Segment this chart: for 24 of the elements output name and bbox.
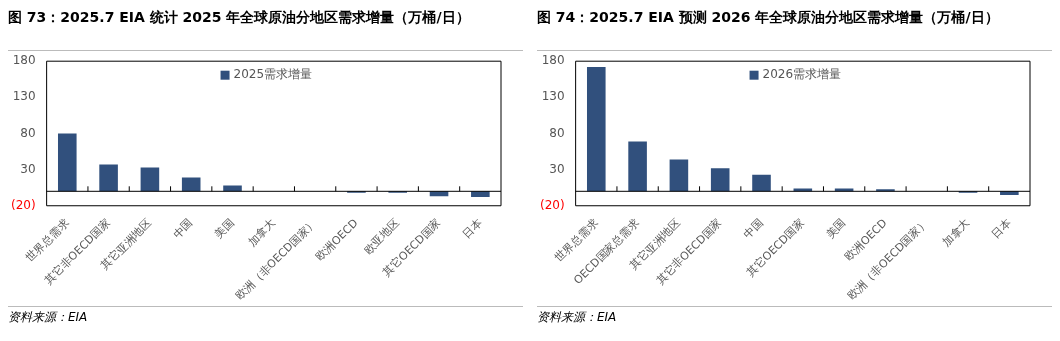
x-tick-label: 中国 — [170, 216, 196, 242]
y-tick-label: 80 — [20, 125, 36, 140]
x-tick-label: 美国 — [823, 216, 849, 242]
y-tick-label: 130 — [541, 89, 565, 104]
legend-label: 2026需求增量 — [762, 67, 842, 82]
y-tick-label: 80 — [549, 125, 565, 140]
x-tick-label: 日本 — [459, 216, 485, 242]
y-tick-label: 30 — [20, 161, 36, 176]
chart-title: 图 73：2025.7 EIA 统计 2025 年全球原油分地区需求增量（万桶/日） — [8, 8, 523, 51]
x-tick-label: 加拿大 — [939, 216, 973, 249]
y-tick-label: 180 — [12, 53, 36, 68]
y-tick-label: 130 — [12, 89, 36, 104]
x-tick-label: 日本 — [988, 216, 1014, 242]
y-tick-label: (20) — [539, 197, 565, 212]
text: 资料来源：EIA — [8, 306, 523, 326]
legend-label: 2025需求增量 — [233, 67, 313, 82]
x-tick-label: 加拿大 — [245, 216, 278, 249]
chart-title: 图 74：2025.7 EIA 预测 2026 年全球原油分地区需求增量（万桶/日） — [537, 8, 1052, 51]
text: 资料来源：EIA — [537, 306, 1052, 326]
x-tick-label: 美国 — [211, 216, 237, 242]
y-tick-label: 30 — [549, 161, 565, 176]
y-tick-label: 180 — [541, 53, 565, 68]
y-tick-label: (20) — [10, 197, 36, 212]
x-tick-label: 中国 — [740, 216, 766, 242]
